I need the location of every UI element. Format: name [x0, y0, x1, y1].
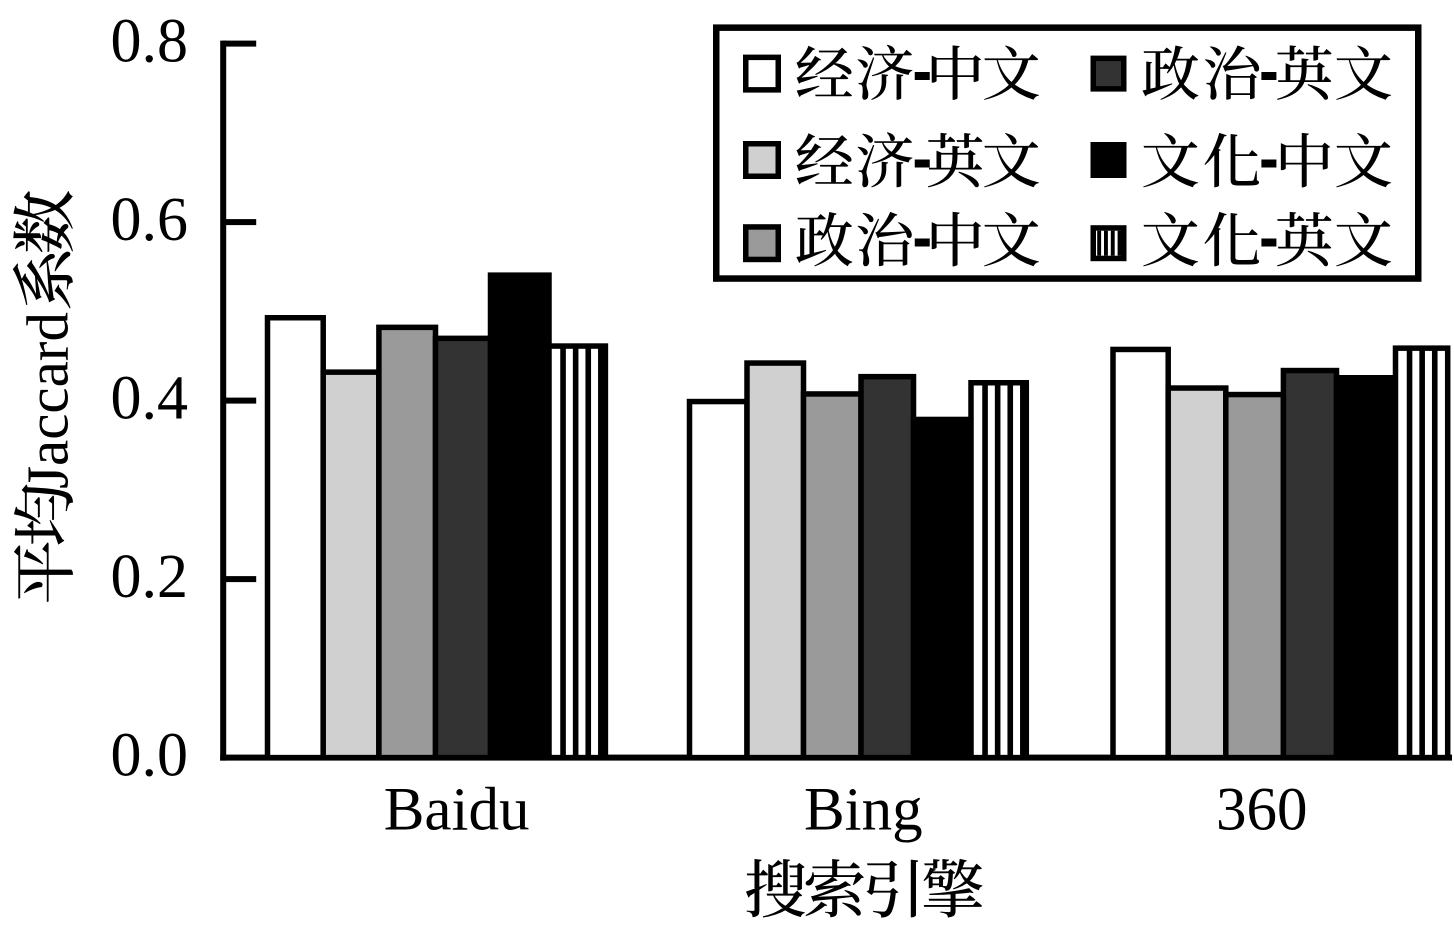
svg-text:0.0: 0.0 — [111, 722, 189, 790]
svg-text:0.2: 0.2 — [111, 543, 189, 611]
svg-text:360: 360 — [1216, 777, 1308, 844]
svg-text:Jaccard: Jaccard — [15, 312, 81, 489]
svg-text:0.6: 0.6 — [111, 186, 189, 254]
svg-text:0.8: 0.8 — [111, 8, 189, 76]
svg-text:Baidu: Baidu — [384, 777, 530, 844]
svg-text:Bing: Bing — [804, 777, 923, 844]
svg-text:0.4: 0.4 — [111, 365, 189, 433]
